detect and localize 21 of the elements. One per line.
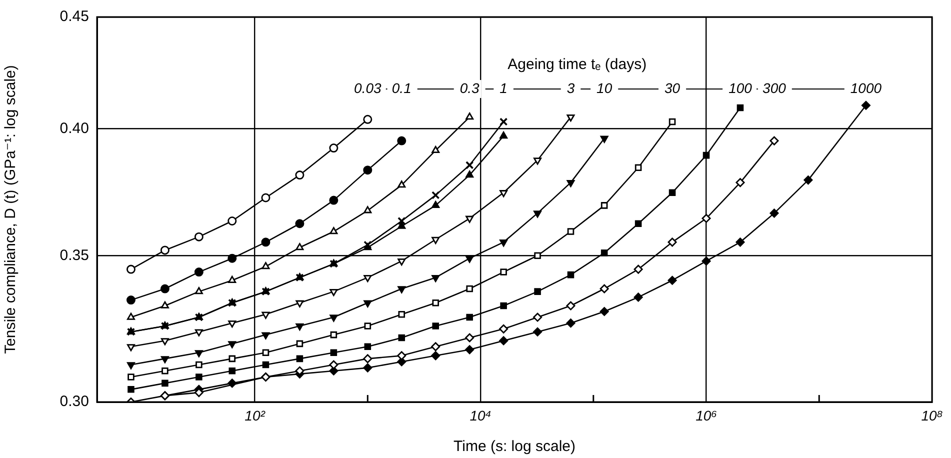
y-tick-label: 0.45 xyxy=(60,8,89,26)
y-axis-title: Tensile compliance, D (t) (GPa⁻¹: log scale) xyxy=(2,65,20,354)
y-tick-label: 0.40 xyxy=(60,120,89,137)
legend-label: 300 xyxy=(762,80,786,96)
legend-label: 10 xyxy=(596,80,612,96)
legend-label: 100 xyxy=(728,80,752,96)
legend-label: 0.3 xyxy=(460,80,480,96)
x-tick-label: 10⁶ xyxy=(696,407,718,424)
series-label: 0.03 xyxy=(354,80,382,96)
x-tick-label: 10² xyxy=(244,407,266,424)
y-tick-label: 0.35 xyxy=(60,246,89,264)
legend-label: 0.1 xyxy=(392,80,412,96)
legend-label: 1 xyxy=(500,80,508,96)
legend-label: 1000 xyxy=(850,80,882,96)
legend-label: 3 xyxy=(566,80,575,96)
y-tick-label: 0.30 xyxy=(60,393,89,410)
legend-label: 30 xyxy=(664,80,680,96)
x-tick-label: 10⁴ xyxy=(470,407,492,424)
legend-title: Ageing time tₑ (days) xyxy=(508,56,647,74)
x-axis-title: Time (s: log scale) xyxy=(454,438,576,456)
x-tick-label: 10⁸ xyxy=(921,407,943,424)
